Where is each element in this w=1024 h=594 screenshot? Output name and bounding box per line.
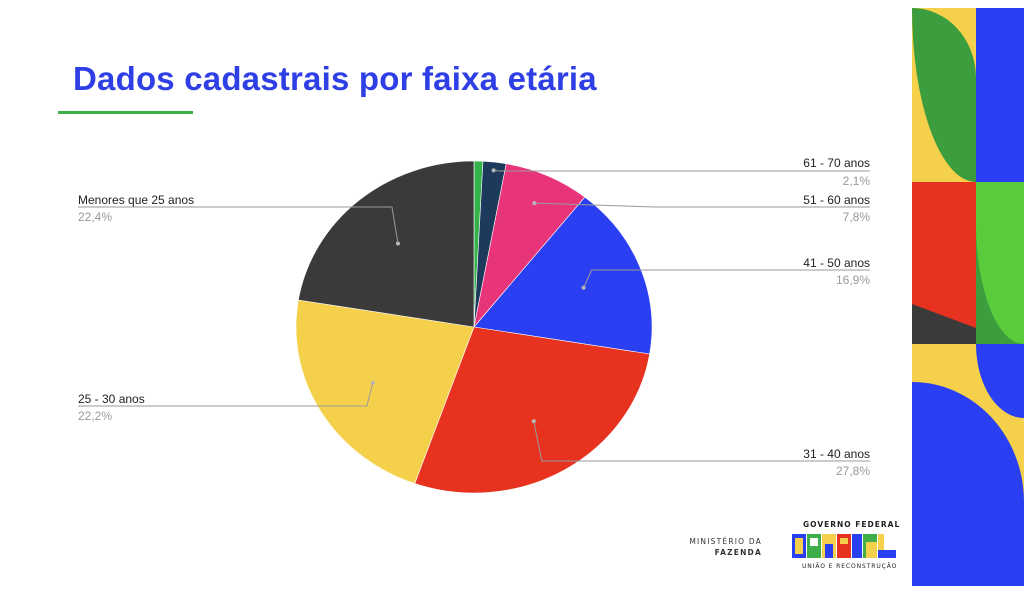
pie-slice-41-50-anos <box>473 196 653 355</box>
slide-title: Dados cadastrais por faixa etária <box>73 60 597 97</box>
slice-label: Menores que 25 anos <box>78 193 194 207</box>
slice-percent: 2,1% <box>843 174 871 188</box>
slice-label: 61 - 70 anos <box>803 156 870 170</box>
leader-line <box>533 421 870 462</box>
slice-percent: 27,8% <box>836 464 870 478</box>
pie-slice-menores-que-25-anos <box>298 160 475 328</box>
gov-slogan: UNIÃO E RECONSTRUÇÃO <box>802 563 898 570</box>
leader-line <box>534 202 870 208</box>
decorative-pattern <box>912 8 1024 586</box>
title-underline <box>58 111 193 114</box>
slice-percent: 16,9% <box>836 273 870 287</box>
leader-line <box>78 382 374 407</box>
brasil-logo <box>792 534 896 558</box>
slice-label: 51 - 60 anos <box>803 193 870 207</box>
slice-label: 25 - 30 anos <box>78 392 145 406</box>
leader-line <box>493 169 870 172</box>
ministry-line-1: MINISTÉRIO DA <box>689 537 762 546</box>
slice-percent: 22,4% <box>78 210 112 224</box>
pie-slice-25-30-anos <box>295 299 475 484</box>
slice-label: 41 - 50 anos <box>803 256 870 270</box>
leader-line <box>78 206 399 244</box>
gov-federal-label: GOVERNO FEDERAL <box>803 520 901 529</box>
leader-line <box>583 269 870 288</box>
slice-percent: 22,2% <box>78 409 112 423</box>
slice-percent: 7,8% <box>843 210 871 224</box>
slice-label: 31 - 40 anos <box>803 447 870 461</box>
pie-slice-31-40-anos <box>414 326 650 494</box>
footer-logos: MINISTÉRIO DA FAZENDA GOVERNO FEDERAL UN… <box>689 518 910 578</box>
ministry-logo: MINISTÉRIO DA FAZENDA <box>689 536 762 558</box>
ministry-line-2: FAZENDA <box>714 548 762 557</box>
